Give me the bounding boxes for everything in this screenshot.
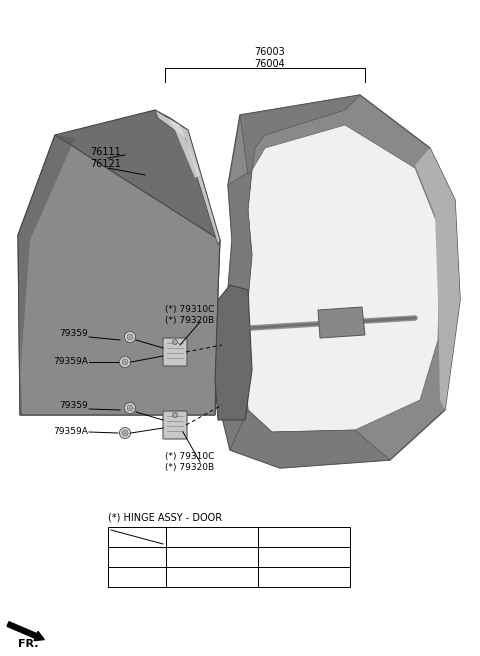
Text: 76003
76004: 76003 76004 [254,47,286,69]
Circle shape [122,359,128,365]
Bar [108,567,166,587]
Text: (*) HINGE ASSY - DOOR: (*) HINGE ASSY - DOOR [108,512,222,522]
Circle shape [172,340,178,344]
Circle shape [124,331,135,342]
Polygon shape [245,125,440,432]
Bar [166,547,258,567]
Text: RH: RH [131,573,144,581]
Text: 79310-2E000: 79310-2E000 [274,573,334,581]
Circle shape [120,356,131,367]
Polygon shape [18,135,75,415]
Text: 76111
76121: 76111 76121 [90,147,121,169]
Bar [108,547,166,567]
Text: (*) 79310C
(*) 79320B: (*) 79310C (*) 79320B [165,452,215,472]
Circle shape [172,413,178,417]
Bar [258,567,350,587]
Text: 79359: 79359 [59,401,88,411]
Polygon shape [18,135,220,415]
Bar [258,527,350,547]
Polygon shape [168,118,200,178]
Bar [108,527,166,547]
Circle shape [120,428,131,438]
FancyBboxPatch shape [163,411,187,439]
Text: LH: LH [131,552,143,562]
Bar [258,547,350,567]
Circle shape [124,403,135,413]
Text: 79359: 79359 [59,329,88,338]
Bar [166,527,258,547]
Text: 79359A: 79359A [53,428,88,436]
Text: LWR: LWR [294,533,313,541]
Text: 79359A: 79359A [53,358,88,367]
Text: UPR: UPR [203,533,221,541]
FancyBboxPatch shape [163,338,187,366]
Text: 79320-2E000: 79320-2E000 [274,552,334,562]
Polygon shape [155,110,220,245]
Text: 79320-2E000: 79320-2E000 [182,573,242,581]
Text: (*) 79310C
(*) 79320B: (*) 79310C (*) 79320B [165,305,215,325]
Polygon shape [240,95,360,175]
Circle shape [127,334,133,340]
Circle shape [122,430,128,436]
Polygon shape [18,110,220,415]
Text: FR.: FR. [18,639,38,649]
Circle shape [127,405,133,411]
Polygon shape [218,170,252,450]
Polygon shape [415,148,460,410]
Polygon shape [215,285,252,420]
Polygon shape [318,307,365,338]
Polygon shape [218,95,460,468]
FancyArrow shape [7,622,44,641]
Bar [166,567,258,587]
Polygon shape [230,410,390,468]
Text: 79310-2E000: 79310-2E000 [182,552,242,562]
